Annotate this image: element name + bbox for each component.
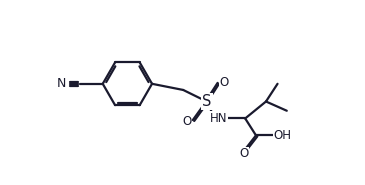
Text: OH: OH bbox=[273, 129, 291, 142]
Text: HN: HN bbox=[210, 112, 227, 125]
Text: S: S bbox=[202, 94, 211, 109]
Text: O: O bbox=[220, 76, 229, 89]
Text: O: O bbox=[239, 147, 248, 160]
Text: O: O bbox=[182, 115, 192, 128]
Text: N: N bbox=[57, 77, 66, 90]
